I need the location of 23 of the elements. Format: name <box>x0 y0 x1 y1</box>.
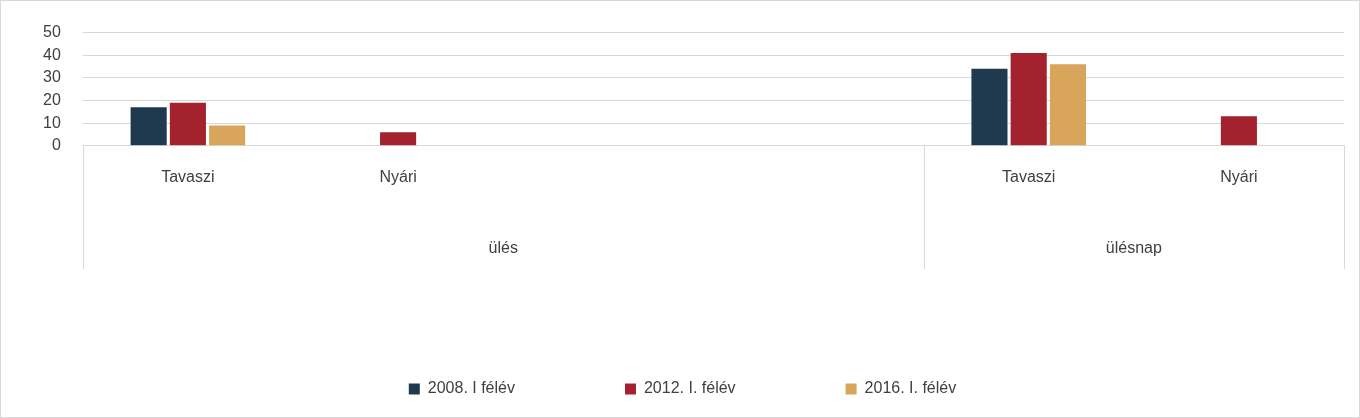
bar <box>130 107 167 146</box>
x-tick-label: Tavaszi <box>161 167 215 185</box>
y-tick-label: 10 <box>43 113 61 131</box>
bar <box>1010 52 1047 146</box>
bar <box>1049 64 1086 146</box>
x-tick-label: Nyári <box>379 167 417 185</box>
y-tick-label: 30 <box>43 68 61 86</box>
y-tick-label: 0 <box>51 136 61 154</box>
y-tick-label: 20 <box>43 90 61 108</box>
bar <box>971 68 1008 146</box>
x-tick-label: Nyári <box>1220 167 1258 185</box>
x-tick-label: Tavaszi <box>1002 167 1056 185</box>
legend-label: 2012. I. félév <box>643 379 736 397</box>
bar <box>1220 116 1257 146</box>
bar <box>380 132 417 146</box>
legend-label: 2008. I félév <box>427 379 515 397</box>
y-tick-label: 50 <box>43 23 61 41</box>
bar <box>209 125 246 146</box>
legend-label: 2016. I. félév <box>864 379 957 397</box>
text: ülés <box>488 239 518 257</box>
y-tick-label: 40 <box>43 45 61 63</box>
text: ülésnap <box>1105 239 1162 257</box>
bar <box>169 102 206 146</box>
